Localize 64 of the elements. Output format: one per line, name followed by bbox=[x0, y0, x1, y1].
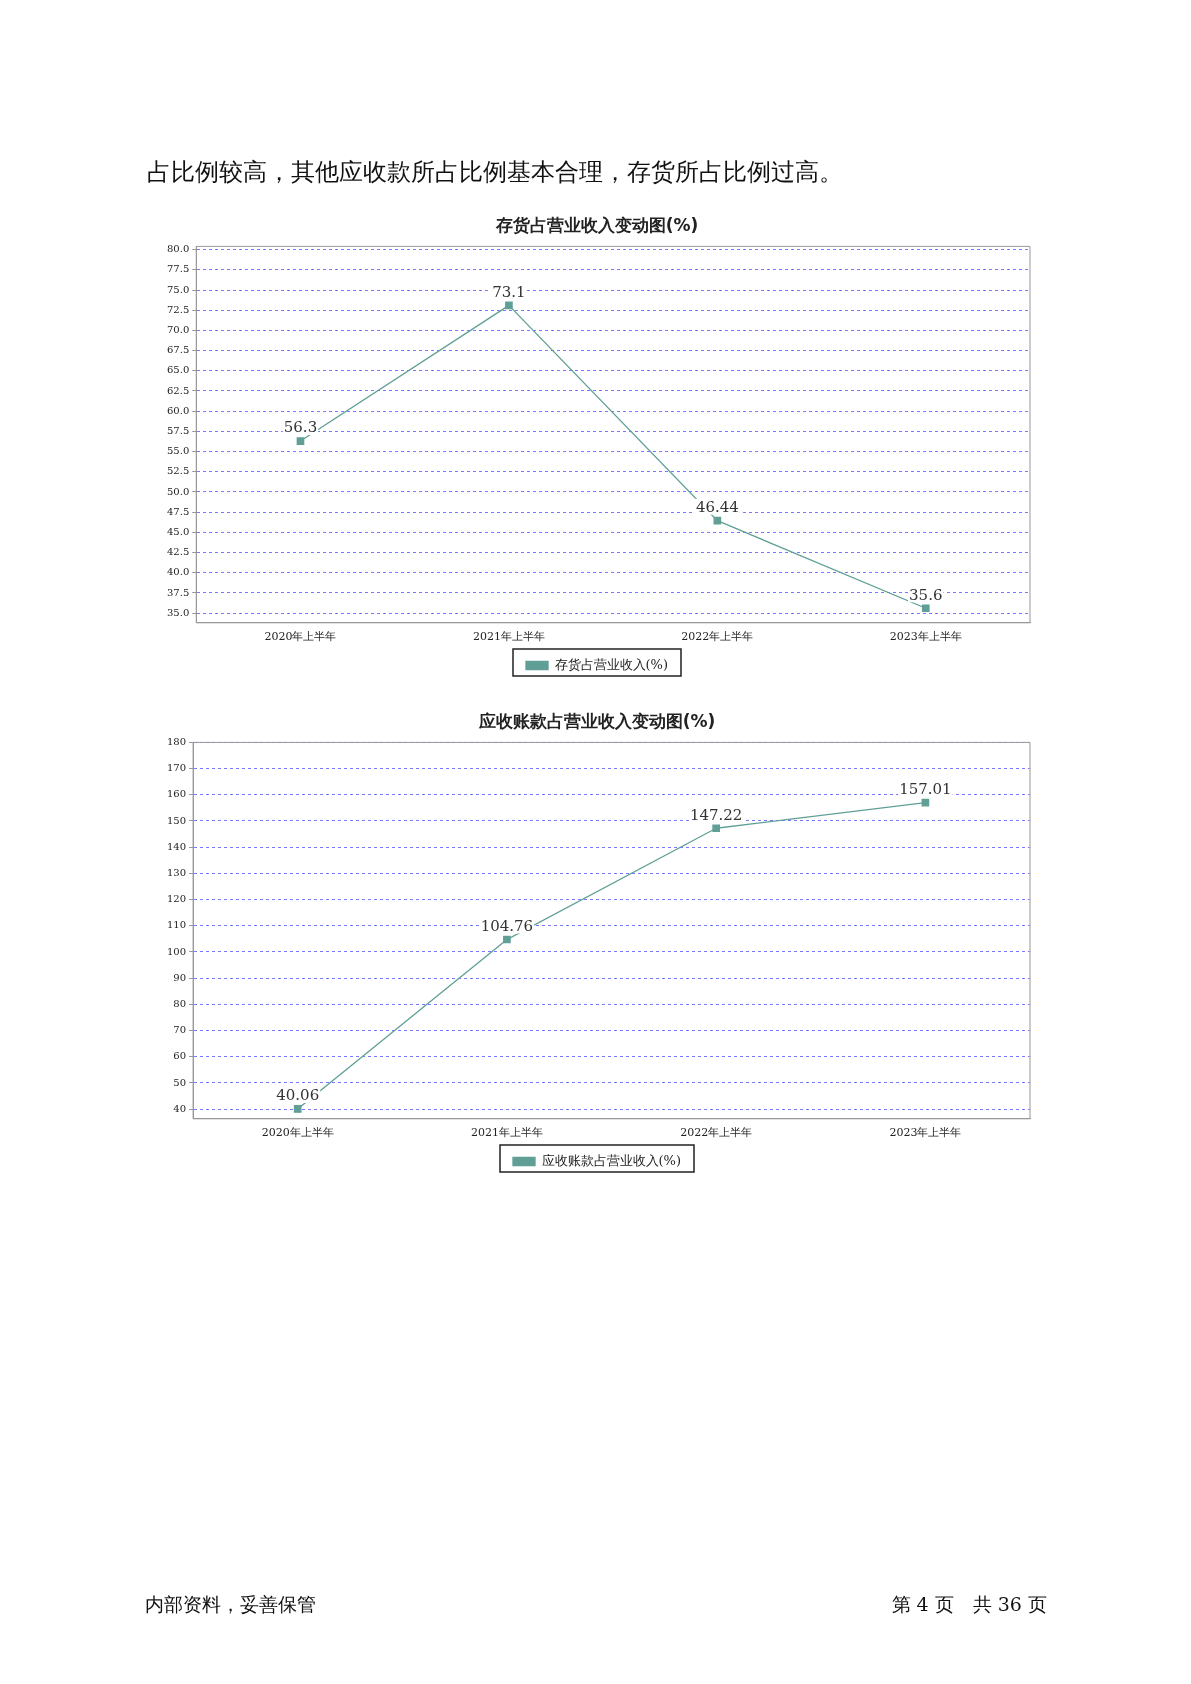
y-tick-label: 42.5 bbox=[167, 546, 190, 558]
y-tick-label: 55.0 bbox=[167, 445, 190, 457]
x-tick-label: 2023年上半年 bbox=[889, 630, 962, 644]
y-tick-label: 47.5 bbox=[167, 505, 190, 517]
point bbox=[503, 935, 511, 944]
chart-title: 应收账款占营业收入变动图(%) bbox=[477, 710, 716, 731]
y-tick-label: 150 bbox=[166, 814, 187, 826]
data-label: 46.44 bbox=[695, 498, 739, 517]
y-tick-label: 90 bbox=[173, 971, 187, 983]
y-tick-label: 52.5 bbox=[167, 465, 190, 477]
data-label: 35.6 bbox=[909, 585, 943, 604]
point bbox=[921, 604, 930, 613]
x-tick-label: 2020年上半年 bbox=[264, 630, 337, 644]
y-tick-label: 80.0 bbox=[167, 243, 190, 255]
text: 占比例较高，其他应收款所占比例基本合理，存货所占比例过高。 bbox=[147, 157, 843, 188]
y-tick-label: 100 bbox=[166, 945, 187, 957]
y-tick-label: 67.5 bbox=[167, 344, 190, 356]
x-tick-label: 2021年上半年 bbox=[470, 1126, 543, 1140]
y-tick-label: 77.5 bbox=[167, 263, 190, 275]
y-tick-label: 50 bbox=[173, 1076, 187, 1088]
y-tick-label: 180 bbox=[166, 735, 187, 747]
x-tick-label: 2020年上半年 bbox=[261, 1126, 334, 1140]
x-tick-label: 2023年上半年 bbox=[889, 1126, 962, 1140]
y-tick-label: 70.0 bbox=[167, 324, 190, 335]
y-tick-label: 40.0 bbox=[167, 566, 190, 578]
x-tick-label: 2022年上半年 bbox=[680, 1126, 753, 1140]
point bbox=[505, 301, 513, 310]
data-label: 157.01 bbox=[899, 780, 952, 799]
y-tick-label: 72.5 bbox=[167, 303, 190, 315]
point bbox=[712, 824, 720, 833]
y-tick-label: 50.0 bbox=[167, 485, 190, 497]
y-tick-label: 60 bbox=[173, 1050, 187, 1062]
y-tick-label: 37.5 bbox=[167, 586, 190, 598]
y-tick-label: 57.5 bbox=[167, 424, 190, 436]
y-tick-label: 120 bbox=[166, 893, 187, 905]
y-tick-label: 45.0 bbox=[167, 525, 190, 537]
y-tick-label: 40 bbox=[173, 1102, 187, 1114]
data-label: 73.1 bbox=[492, 282, 526, 301]
y-tick-label: 60.0 bbox=[167, 404, 190, 416]
y-tick-label: 130 bbox=[166, 866, 187, 878]
y-tick-label: 62.5 bbox=[167, 384, 190, 396]
y-tick-label: 80 bbox=[173, 997, 187, 1009]
y-tick-label: 140 bbox=[166, 840, 187, 852]
y-tick-label: 70 bbox=[173, 1024, 187, 1036]
data-label: 104.76 bbox=[480, 916, 534, 935]
chart-title: 存货占营业收入变动图(%) bbox=[494, 214, 699, 235]
point bbox=[293, 1105, 302, 1113]
data-label: 56.3 bbox=[283, 418, 318, 437]
y-tick-label: 65.0 bbox=[167, 364, 190, 376]
y-tick-label: 35.0 bbox=[167, 606, 190, 618]
y-tick-label: 75.0 bbox=[167, 283, 190, 295]
text: 内部资料，妥善保管 bbox=[145, 1592, 316, 1617]
data-label: 40.06 bbox=[276, 1086, 320, 1105]
legend-label: 存货占营业收入(%) bbox=[554, 656, 668, 672]
data-label: 147.22 bbox=[689, 805, 743, 824]
point bbox=[296, 437, 305, 445]
x-tick-label: 2021年上半年 bbox=[472, 630, 545, 644]
x-tick-label: 2022年上半年 bbox=[681, 630, 754, 644]
text: 第 4 页 共 36 页 bbox=[891, 1592, 1047, 1617]
legend-label: 应收账款占营业收入(%) bbox=[541, 1152, 681, 1168]
point bbox=[713, 516, 722, 525]
y-tick-label: 160 bbox=[166, 788, 187, 800]
y-tick-label: 110 bbox=[166, 919, 187, 931]
y-tick-label: 170 bbox=[166, 762, 187, 774]
